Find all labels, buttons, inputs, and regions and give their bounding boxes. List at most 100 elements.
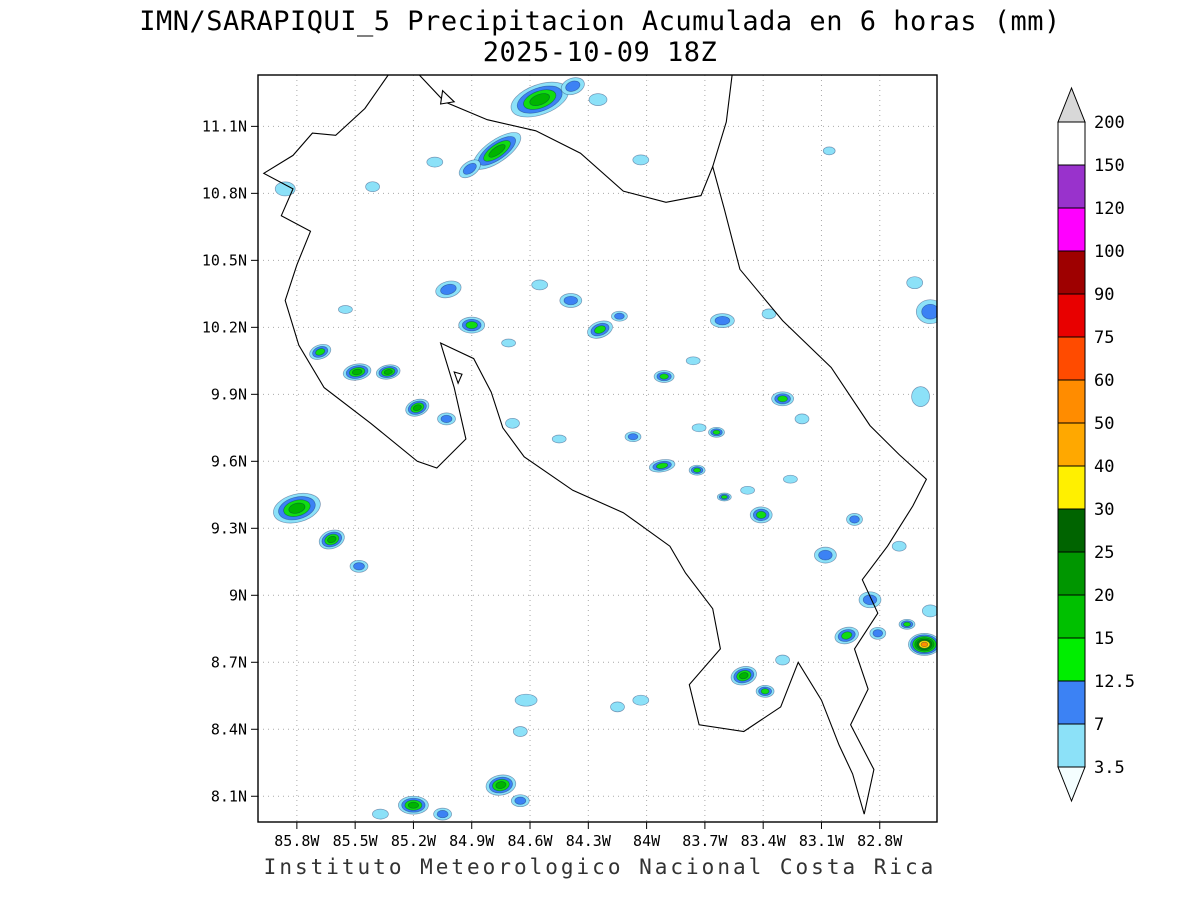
precip-cell — [710, 313, 735, 328]
axis-ticks — [251, 125, 881, 829]
colorbar-label: 150 — [1094, 156, 1125, 176]
precip-cell — [691, 423, 707, 433]
precip-cell — [587, 320, 613, 339]
precip-cell — [624, 431, 642, 443]
precip-cell — [761, 308, 777, 320]
colorbar-legend: 200 150 120 100 90 75 60 50 40 30 25 20 15 12.5 7 3.5 — [1057, 86, 1135, 803]
precip-cell — [318, 529, 345, 550]
precip-cell — [611, 310, 628, 322]
colorbar-arrow-top — [1057, 86, 1086, 123]
colorbar-label: 90 — [1094, 285, 1114, 305]
colorbar-segment — [1057, 637, 1086, 682]
axis-tick-labels: 11.1N 10.8N 10.5N 10.2N 9.9N 9.6N 9.3N 9N 8.7N 8.… — [202, 117, 903, 850]
map-title: IMN/SARAPIQUI_5 Precipitacion Acumulada … — [0, 6, 1200, 68]
precip-cell — [551, 434, 567, 444]
colorbar-label: 30 — [1094, 500, 1114, 520]
lon-tick-label: 83.4W — [741, 832, 787, 850]
island — [453, 371, 463, 385]
colorbar-segment — [1057, 594, 1086, 639]
precip-cell — [906, 276, 924, 290]
map-frame — [257, 74, 938, 823]
precip-cell — [632, 154, 650, 166]
precip-cell — [405, 398, 430, 417]
precip-cell — [730, 666, 757, 686]
precip-cell — [908, 633, 937, 656]
precip-cell — [375, 364, 401, 380]
colorbar-label: 40 — [1094, 457, 1114, 477]
precip-cell — [435, 280, 462, 299]
precip-cell — [349, 559, 369, 573]
lon-tick-label: 84.9W — [449, 832, 495, 850]
gridlines — [258, 75, 937, 822]
precip-cell — [514, 693, 538, 707]
lon-tick-label: 84W — [633, 832, 661, 850]
colorbar-segment — [1057, 164, 1086, 209]
colorbar-label: 60 — [1094, 371, 1114, 391]
precip-cell — [273, 492, 321, 524]
precip-cell — [915, 299, 937, 325]
precip-cell — [610, 701, 625, 713]
lat-tick-label: 10.2N — [202, 318, 247, 336]
precip-cell — [771, 391, 794, 407]
precip-cell — [560, 77, 585, 96]
precip-cell — [869, 626, 887, 640]
precip-cell — [749, 506, 773, 524]
precip-cell — [510, 794, 530, 808]
lon-tick-label: 85.2W — [391, 832, 437, 850]
precip-cell — [588, 93, 608, 106]
colorbar-segment — [1057, 465, 1086, 510]
lat-tick-label: 9.3N — [211, 519, 247, 537]
precip-cell — [891, 540, 907, 552]
lon-tick-label: 84.6W — [507, 832, 553, 850]
colorbar-arrow-bottom — [1057, 766, 1086, 803]
colorbar-segment — [1057, 121, 1086, 166]
precip-cell — [437, 412, 456, 426]
precip-cell — [898, 618, 916, 630]
lat-tick-label: 8.1N — [211, 787, 247, 805]
coastline — [262, 75, 928, 815]
precip-cell — [342, 363, 372, 381]
precip-cell — [458, 316, 486, 334]
precip-cell — [338, 305, 353, 314]
colorbar-label: 200 — [1094, 113, 1125, 133]
precip-cell — [740, 485, 755, 495]
title-line2: 2025-10-09 18Z — [482, 37, 718, 68]
precip-cell — [485, 774, 517, 796]
precip-cell — [921, 604, 937, 618]
precip-cell — [510, 81, 569, 118]
precip-cell — [531, 279, 549, 291]
lat-tick-label: 8.4N — [211, 720, 247, 738]
precip-cell — [775, 654, 790, 666]
precip-cell — [716, 492, 732, 502]
footer-attribution: Instituto Meteorologico Nacional Costa R… — [263, 855, 937, 879]
title-line1: IMN/SARAPIQUI_5 Precipitacion Acumulada … — [139, 6, 1061, 37]
precip-cell — [814, 546, 837, 564]
colorbar-label: 120 — [1094, 199, 1125, 219]
lon-tick-label: 85.5W — [333, 832, 379, 850]
precip-cell — [559, 293, 583, 308]
precip-cell — [433, 807, 452, 821]
lat-tick-label: 10.8N — [202, 184, 247, 202]
colorbar-segment — [1057, 336, 1086, 381]
colorbar-segment — [1057, 422, 1086, 467]
precip-cell — [648, 459, 676, 473]
lat-tick-label: 9.9N — [211, 385, 247, 403]
precip-cell — [653, 370, 675, 383]
lat-tick-label: 10.5N — [202, 251, 247, 269]
colorbar-label: 7 — [1094, 715, 1104, 735]
lon-tick-label: 85.8W — [274, 832, 320, 850]
precip-cell — [372, 808, 389, 820]
precip-cell — [505, 417, 520, 429]
precip-cell — [685, 356, 701, 366]
lat-tick-label: 9.6N — [211, 452, 247, 470]
colorbar-segment — [1057, 293, 1086, 338]
colorbar-segment — [1057, 379, 1086, 424]
island — [439, 89, 456, 105]
precip-cell — [458, 159, 481, 179]
lat-tick-label: 8.7N — [211, 653, 247, 671]
precip-cell — [398, 795, 429, 815]
precip-cell — [365, 181, 380, 193]
precip-cell — [794, 413, 810, 425]
colorbar-segment — [1057, 680, 1086, 725]
